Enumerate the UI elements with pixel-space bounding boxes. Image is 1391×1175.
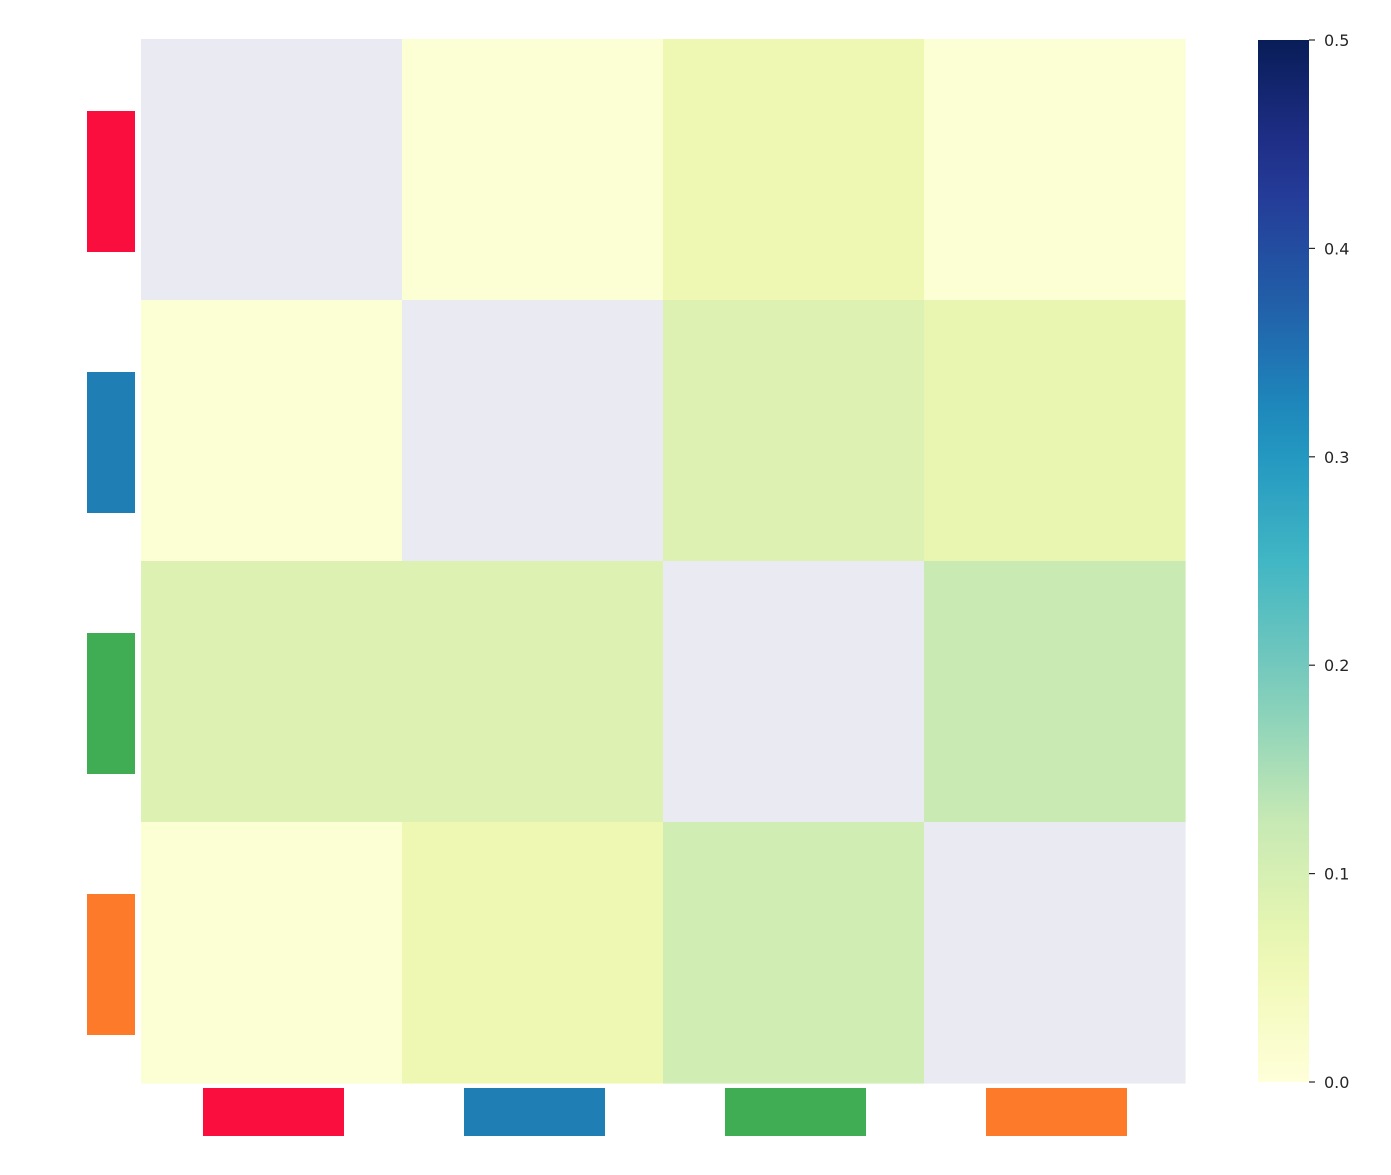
heatmap-cell-r0-c0 (141, 39, 403, 301)
heatmap-cell-r3-c2 (663, 822, 925, 1084)
heatmap-cell-r0-c3 (924, 39, 1186, 301)
column-color-markers (203, 1088, 1127, 1136)
column-marker-0 (203, 1088, 344, 1136)
heatmap-cell-r2-c2 (663, 561, 925, 823)
heatmap-cell-r2-c0 (141, 561, 403, 823)
colorbar: 0.0 0.1 0.2 0.3 0.4 0.5 (1258, 31, 1349, 1092)
colorbar-tick-label-1: 0.1 (1324, 865, 1349, 884)
heatmap-cell-r2-c3 (924, 561, 1186, 823)
heatmap-cell-r1-c0 (141, 300, 403, 562)
column-marker-1 (464, 1088, 605, 1136)
row-marker-1 (87, 372, 135, 513)
row-marker-0 (87, 111, 135, 252)
colorbar-tick-label-0: 0.0 (1324, 1073, 1349, 1092)
colorbar-gradient (1258, 40, 1309, 1082)
colorbar-tick-label-3: 0.3 (1324, 448, 1349, 467)
heatmap-cells (141, 39, 1186, 1084)
heatmap-cell-r3-c1 (402, 822, 664, 1084)
heatmap-cell-r1-c3 (924, 300, 1186, 562)
row-marker-3 (87, 894, 135, 1035)
colorbar-tick-label-4: 0.4 (1324, 239, 1349, 258)
colorbar-tick-label-5: 0.5 (1324, 31, 1349, 50)
row-marker-2 (87, 633, 135, 774)
row-color-markers (87, 111, 135, 1035)
column-marker-3 (986, 1088, 1127, 1136)
heatmap-cell-r3-c0 (141, 822, 403, 1084)
heatmap-cell-r0-c1 (402, 39, 664, 301)
heatmap-cell-r0-c2 (663, 39, 925, 301)
heatmap-cell-r2-c1 (402, 561, 664, 823)
colorbar-ticks: 0.0 0.1 0.2 0.3 0.4 0.5 (1309, 31, 1349, 1092)
column-marker-2 (725, 1088, 866, 1136)
heatmap-cell-r1-c1 (402, 300, 664, 562)
heatmap-cell-r3-c3 (924, 822, 1186, 1084)
heatmap-cell-r1-c2 (663, 300, 925, 562)
colorbar-tick-label-2: 0.2 (1324, 656, 1349, 675)
